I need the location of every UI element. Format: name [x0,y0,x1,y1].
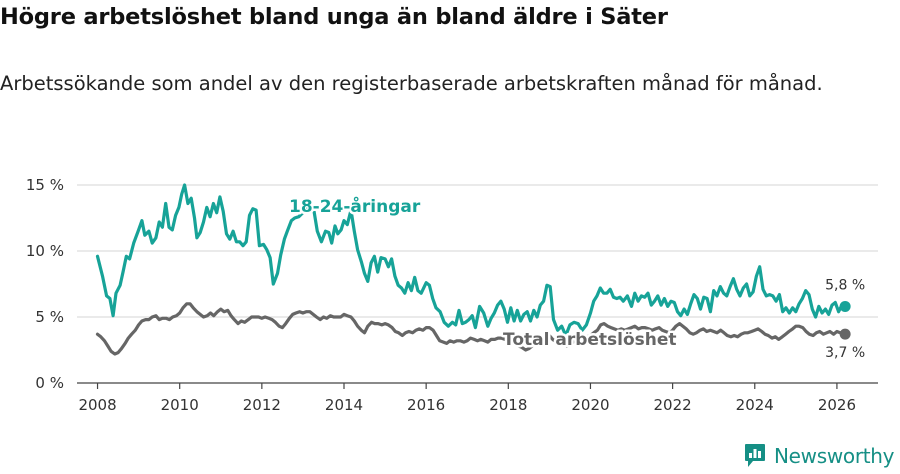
x-tick-label: 2008 [78,396,116,414]
x-tick-label: 2024 [736,396,774,414]
end-label-total: 3,7 % [825,345,865,361]
series-label-youth-halo: 18-24-åringar [289,195,421,217]
series-youth [95,183,851,338]
y-axis-ticks: 0 % 5 % 10 % 15 % [26,176,64,392]
series-label-total-halo: Total arbetslöshet [503,330,677,350]
x-tick-label: 2022 [654,396,692,414]
end-point-total [839,328,851,340]
series-line-youth [95,183,847,338]
y-tick-label: 0 % [35,374,64,392]
y-tick-label: 10 % [26,242,64,260]
y-tick-label: 15 % [26,176,64,194]
x-axis: 2008 2010 2012 2014 2016 2018 2020 2022 2024 2026 [77,382,878,414]
series-total [95,302,851,356]
end-label-youth: 5,8 % [825,277,865,293]
x-tick-label: 2012 [243,396,281,414]
end-point-youth [839,300,851,312]
series-label-youth: 18-24-åringar [289,195,421,217]
chart-title: Högre arbetslöshet bland unga än bland ä… [0,4,668,30]
chart-subtitle: Arbetssökande som andel av den registerb… [0,72,823,95]
x-tick-label: 2018 [489,396,527,414]
x-tick-label: 2026 [818,396,856,414]
x-tick-label: 2010 [161,396,199,414]
series-line-total [95,302,847,356]
y-tick-label: 5 % [35,308,64,326]
brand: Newsworthy [744,443,895,469]
brand-name: Newsworthy [774,444,895,468]
x-tick-label: 2014 [325,396,363,414]
series-label-total: Total arbetslöshet [503,330,677,350]
gridlines [77,184,878,318]
newsworthy-logo-icon [745,444,765,467]
x-tick-label: 2020 [571,396,609,414]
x-tick-label: 2016 [407,396,445,414]
